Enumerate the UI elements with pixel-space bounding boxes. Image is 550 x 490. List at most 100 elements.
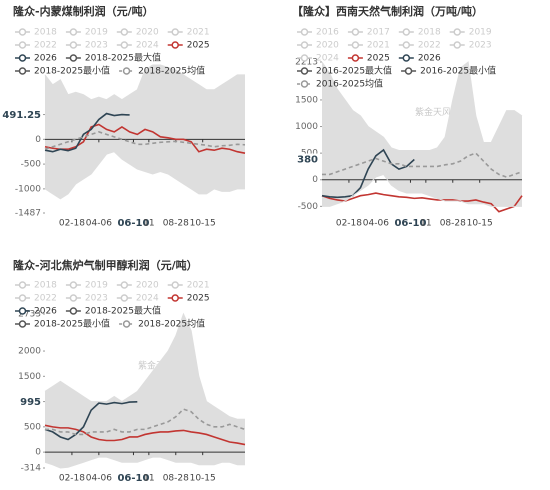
x-tick-label: 10-15 <box>190 474 216 484</box>
legend-icon-dot <box>402 28 411 36</box>
legend-label: 2022 <box>418 41 441 51</box>
legend-item: 2023 <box>449 41 492 51</box>
x-tick-label: 11 <box>143 474 154 484</box>
y-tick-label: 2000 <box>18 347 41 357</box>
legend-item: 2018 <box>15 28 57 38</box>
legend-label: 2025 <box>187 294 210 304</box>
legend-label: 2019 <box>85 28 108 38</box>
legend-label: 2018-2025均值 <box>138 318 205 330</box>
legend-icon-dot <box>171 294 179 302</box>
x-tick-label: 06-10 <box>117 218 149 229</box>
legend-label: 2018-2025均值 <box>138 65 205 77</box>
legend-item: 2023 <box>65 41 108 51</box>
legend-icon-dot <box>69 294 78 302</box>
band-fill <box>45 314 245 468</box>
chart-title: 隆众-内蒙煤制利润（元/吨） <box>13 4 154 18</box>
y-tick-label: 0 <box>35 135 41 145</box>
legend-icon-dot <box>120 294 129 302</box>
series-line <box>44 401 138 441</box>
axis-value-label: 380 <box>297 155 318 166</box>
legend-icon-dot <box>69 41 78 49</box>
legend-icon-dot <box>18 294 27 302</box>
legend-label: 2016-2025最小值 <box>420 65 496 77</box>
chart-panel: 【隆众】西南天然气制利润（万吨/吨）紫金天风期货-500050010001500… <box>292 4 523 229</box>
legend-item: 2021 <box>167 28 210 38</box>
chart-title: 【隆众】西南天然气制利润（万吨/吨） <box>292 4 483 18</box>
legend-icon-dot <box>453 41 461 49</box>
y-tick-label: 1500 <box>295 95 318 105</box>
legend-icon-dot <box>300 54 309 62</box>
legend-label: 2016-2025均值 <box>316 78 383 90</box>
legend-label: 2018 <box>418 28 441 38</box>
legend-item: 2018-2025最大值 <box>65 305 161 317</box>
x-tick-label: 04-06 <box>363 219 389 229</box>
legend-item: 2018-2025最小值 <box>15 65 110 77</box>
legend-item: 2019 <box>65 28 108 38</box>
legend-icon-dot <box>300 80 309 88</box>
legend-label: 2018-2025最大值 <box>85 305 161 317</box>
legend-label: 2016 <box>316 28 339 38</box>
series-line <box>322 173 522 207</box>
legend-item: 2018 <box>398 28 441 38</box>
legend-label: 2023 <box>469 41 492 51</box>
legend-icon-dot <box>69 307 78 315</box>
legend-label: 2020 <box>316 41 339 51</box>
legend-item: 2020 <box>116 281 159 291</box>
legend-icon-dot <box>171 281 179 289</box>
legend-icon-dot <box>300 28 309 36</box>
series-line <box>44 456 245 469</box>
legend-label: 2018-2025最小值 <box>34 318 110 330</box>
legend-label: 2021 <box>187 281 210 291</box>
legend-icon-dot <box>18 54 27 62</box>
legend-item: 2018 <box>15 281 57 291</box>
legend-item: 2019 <box>449 28 492 38</box>
legend-icon-dot <box>18 281 27 289</box>
legend-item: 2026 <box>15 54 57 64</box>
legend-icon-dot <box>351 41 360 49</box>
legend-item: 2023 <box>65 294 108 304</box>
y-tick-label: 500 <box>24 422 41 432</box>
legend-label: 2020 <box>136 28 159 38</box>
legend-icon-dot <box>402 54 411 62</box>
legend-item: 2016-2025最大值 <box>297 65 392 77</box>
legend-icon-dot <box>18 41 27 49</box>
legend-item: 2022 <box>398 41 441 51</box>
legend-label: 2026 <box>34 54 57 64</box>
x-tick-label: 02-18 <box>59 219 85 229</box>
axis-value-bg <box>18 395 44 409</box>
series-line <box>44 424 246 446</box>
x-tick-label: 10-15 <box>190 219 216 229</box>
x-tick-label: 04-06 <box>86 474 112 484</box>
y-tick-label: -314 <box>21 464 42 474</box>
x-tick-label: 02-18 <box>59 474 85 484</box>
legend-icon-dot <box>171 28 179 36</box>
series-line <box>321 192 523 213</box>
legend-item: 2018-2025均值 <box>119 65 205 77</box>
x-tick-label: 10-15 <box>467 219 493 229</box>
legend-item: 2024 <box>297 54 339 64</box>
legend-icon-dot <box>171 41 179 49</box>
series-line <box>321 61 523 151</box>
legend-icon-dot <box>120 41 129 49</box>
y-tick-label: -1487 <box>15 209 41 219</box>
legend-label: 2021 <box>367 41 390 51</box>
legend-item: 2025 <box>167 294 210 304</box>
y-tick-label: 2733 <box>18 310 41 320</box>
legend-item: 2019 <box>65 281 108 291</box>
x-tick-label: 11 <box>143 219 154 229</box>
series-line <box>44 151 245 200</box>
legend-label: 2019 <box>85 281 108 291</box>
band-fill <box>45 65 245 199</box>
legend-item: 2020 <box>116 28 159 38</box>
legend-icon-dot <box>120 28 129 36</box>
legend-item: 2025 <box>347 54 390 64</box>
chart-title: 隆众-河北焦炉气制甲醇利润（元/吨） <box>13 258 198 272</box>
legend-item: 2026 <box>15 307 57 317</box>
axis-value-bg <box>295 153 321 167</box>
legend-icon-dot <box>18 307 27 315</box>
legend-label: 2024 <box>136 294 159 304</box>
axis-value-bg <box>0 108 44 122</box>
legend-item: 2017 <box>347 28 390 38</box>
x-tick-label: 02-18 <box>336 219 362 229</box>
legend-item: 2022 <box>15 294 57 304</box>
